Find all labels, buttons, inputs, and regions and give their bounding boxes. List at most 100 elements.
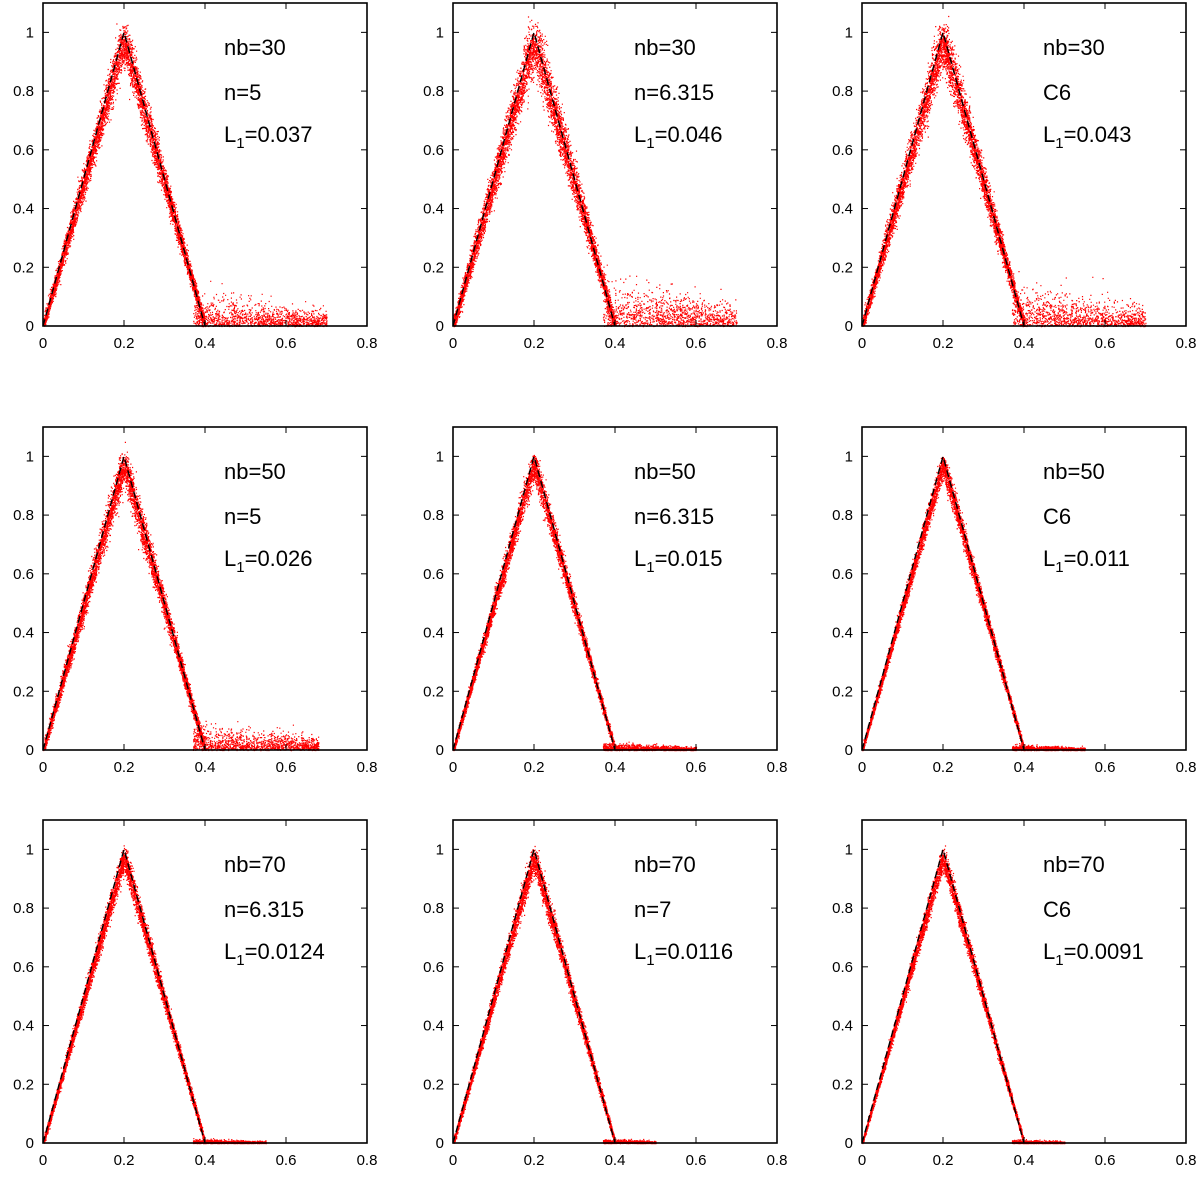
panel-5-y-tick-label: 1 xyxy=(436,448,444,465)
panel-3-y-tick-label: 0.2 xyxy=(832,259,853,276)
panel-9-y-tick-label: 0.2 xyxy=(832,1076,853,1093)
panel-5-y-tick-label: 0.6 xyxy=(423,566,444,583)
panel-5-y-tick-label: 0.8 xyxy=(423,507,444,524)
panel-8-y-tick-label: 0.2 xyxy=(423,1076,444,1093)
panel-3-l1-subscript: 1 xyxy=(1055,135,1063,152)
panel-7-l1-label: L1=0.0124 xyxy=(224,939,325,969)
panel-1-l1-prefix: L xyxy=(224,122,236,147)
panel-7-l1-prefix: L xyxy=(224,939,236,964)
panel-6: 0 0.2 0.4 0.6 0.800.20.40.60.81nb=50C6L1=0.0… xyxy=(832,426,1197,776)
panel-6-x-tick-label: 0 xyxy=(858,759,866,776)
panel-6-frame xyxy=(861,426,1187,751)
panel-1-nb-label: nb=30 xyxy=(224,35,286,60)
panel-8-x-tick-label: 0.6 xyxy=(686,1152,707,1169)
panel-9-x-tick-label: 0.4 xyxy=(1014,1152,1035,1169)
panel-1-y-tick-label: 0 xyxy=(26,318,34,335)
panel-1-scatter-points xyxy=(43,23,328,328)
panel-6-y-tick-label: 0 xyxy=(845,742,853,759)
panel-8-x-tick-label: 0 xyxy=(449,1152,457,1169)
panel-8-reference-line xyxy=(452,846,616,1144)
panel-1-y-tick-label: 0.6 xyxy=(13,142,34,159)
panel-2-y-tick-label: 0 xyxy=(436,318,444,335)
panel-8-n-label: n=7 xyxy=(634,897,671,922)
panel-9-y-tick-label: 0.8 xyxy=(832,900,853,917)
panel-9-l1-label: L1=0.0091 xyxy=(1043,939,1144,969)
panel-8-l1-prefix: L xyxy=(634,939,646,964)
panel-1-y-tick-label: 1 xyxy=(26,24,34,41)
panel-9-x-tick-label: 0.6 xyxy=(1095,1152,1116,1169)
panel-8-l1-value: =0.0116 xyxy=(655,939,734,964)
panel-4-nb-label: nb=50 xyxy=(224,459,286,484)
panel-6-reference-line xyxy=(861,453,1025,751)
panel-9-frame xyxy=(861,819,1187,1144)
panel-4-y-tick-label: 0.8 xyxy=(13,507,34,524)
panel-7-y-tick-label: 0.8 xyxy=(13,900,34,917)
panel-6-y-tick-label: 0.8 xyxy=(832,507,853,524)
panel-5-y-tick-label: 0.4 xyxy=(423,625,444,642)
panel-3-y-tick-label: 0.6 xyxy=(832,142,853,159)
panel-9-scatter-points xyxy=(862,845,1066,1145)
panel-5-l1-prefix: L xyxy=(634,546,646,571)
panel-3-x-tick-label: 0.6 xyxy=(1095,335,1116,352)
panel-2-x-tick-label: 0.8 xyxy=(767,335,788,352)
panel-8-l1-subscript: 1 xyxy=(646,952,654,969)
panel-3-nb-label: nb=30 xyxy=(1043,35,1105,60)
panel-3-y-tick-label: 0.8 xyxy=(832,83,853,100)
panel-4-y-tick-label: 0.2 xyxy=(13,683,34,700)
panel-6-y-tick-label: 1 xyxy=(845,448,853,465)
panel-6-x-tick-label: 0.8 xyxy=(1176,759,1197,776)
panel-1-y-tick-label: 0.4 xyxy=(13,201,34,218)
panel-1-x-tick-label: 0.2 xyxy=(114,335,135,352)
panel-9-y-tick-label: 0.4 xyxy=(832,1018,853,1035)
panel-2-y-tick-label: 0.8 xyxy=(423,83,444,100)
panel-4-y-tick-label: 1 xyxy=(26,448,34,465)
panel-3-n-label: C6 xyxy=(1043,80,1071,105)
panel-3-l1-value: =0.043 xyxy=(1064,122,1132,147)
panel-4-x-tick-label: 0.4 xyxy=(195,759,216,776)
panel-8-y-tick-label: 0.6 xyxy=(423,959,444,976)
panel-8-x-tick-label: 0.8 xyxy=(767,1152,788,1169)
panel-4-x-tick-label: 0.6 xyxy=(276,759,297,776)
panel-5-x-tick-label: 0.2 xyxy=(524,759,545,776)
panel-1-y-tick-label: 0.2 xyxy=(13,259,34,276)
panel-2-y-tick-label: 0.2 xyxy=(423,259,444,276)
panel-4-n-label: n=5 xyxy=(224,504,261,529)
panel-2-nb-label: nb=30 xyxy=(634,35,696,60)
panel-5-nb-label: nb=50 xyxy=(634,459,696,484)
panel-9-reference-line xyxy=(861,846,1025,1144)
panel-2-n-label: n=6.315 xyxy=(634,80,714,105)
panel-9-l1-prefix: L xyxy=(1043,939,1055,964)
panel-8-scatter-points xyxy=(453,845,657,1145)
panel-3-x-tick-label: 0 xyxy=(858,335,866,352)
panel-6-y-tick-label: 0.6 xyxy=(832,566,853,583)
panel-9: 0 0.2 0.4 0.6 0.800.20.40.60.81nb=70C6L1=0.0… xyxy=(832,819,1197,1169)
panel-4-scatter-points xyxy=(43,441,320,752)
panel-5-x-tick-label: 0.4 xyxy=(605,759,626,776)
panel-9-nb-label: nb=70 xyxy=(1043,852,1105,877)
panel-7-y-tick-label: 0.6 xyxy=(13,959,34,976)
panel-6-x-tick-label: 0.6 xyxy=(1095,759,1116,776)
panel-9-x-tick-label: 0 xyxy=(858,1152,866,1169)
panel-9-x-tick-label: 0.8 xyxy=(1176,1152,1197,1169)
panel-9-y-tick-label: 1 xyxy=(845,841,853,858)
panel-9-x-tick-label: 0.2 xyxy=(933,1152,954,1169)
panel-2-reference-line xyxy=(452,29,616,327)
panel-7-x-tick-label: 0.4 xyxy=(195,1152,216,1169)
panel-6-l1-label: L1=0.011 xyxy=(1043,546,1130,576)
panel-7-n-label: n=6.315 xyxy=(224,897,304,922)
panel-4: 0 0.2 0.4 0.6 0.800.20.40.60.81nb=50n=5L1=0.… xyxy=(13,426,377,776)
panel-2-x-tick-label: 0.4 xyxy=(605,335,626,352)
panel-3-x-tick-label: 0.2 xyxy=(933,335,954,352)
panel-3-reference-line xyxy=(861,29,1025,327)
panel-6-nb-label: nb=50 xyxy=(1043,459,1105,484)
panel-4-l1-subscript: 1 xyxy=(236,559,244,576)
panel-3-y-tick-label: 0 xyxy=(845,318,853,335)
panel-9-y-tick-label: 0 xyxy=(845,1135,853,1152)
panel-3-l1-prefix: L xyxy=(1043,122,1055,147)
panel-8-x-tick-label: 0.2 xyxy=(524,1152,545,1169)
panel-7: 0 0.2 0.4 0.6 0.8 0 0.2 0.4 0.6 0.8 1 nb=70 n=6.315 L… xyxy=(13,819,377,1169)
panel-6-y-tick-label: 0.4 xyxy=(832,625,853,642)
panel-6-l1-value: =0.011 xyxy=(1064,546,1130,571)
panel-1-x-tick-label: 0.6 xyxy=(276,335,297,352)
panel-3: 0 0.2 0.4 0.6 0.800.20.40.60.81nb=30C6L1=0.0… xyxy=(832,2,1196,352)
